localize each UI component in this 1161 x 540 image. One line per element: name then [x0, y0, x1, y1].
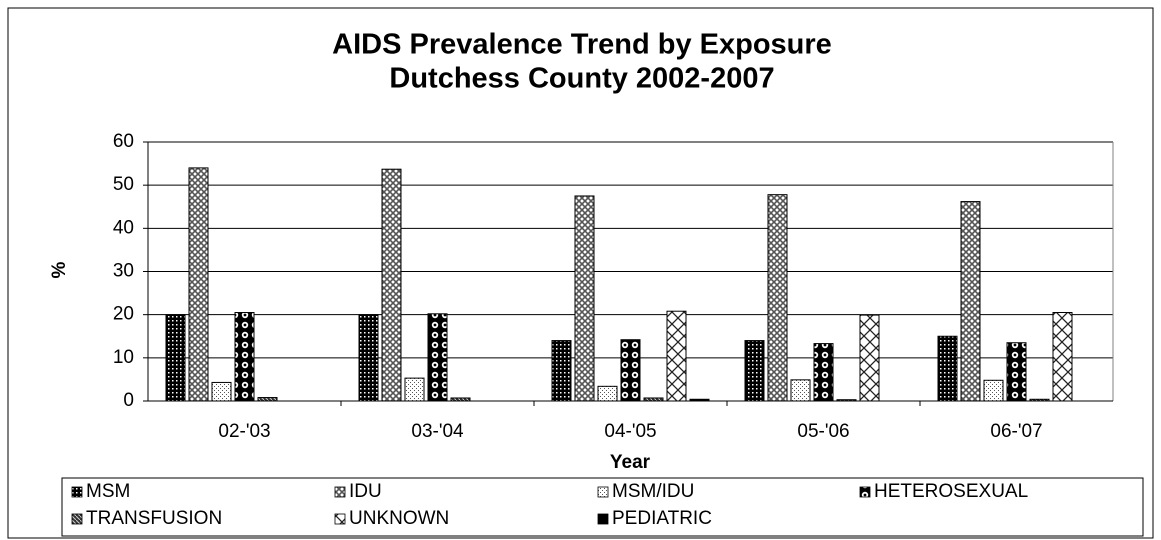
legend-label: HETEROSEXUAL: [874, 481, 1028, 502]
bar: [767, 194, 788, 402]
bar: [211, 381, 232, 402]
y-tick-label: 0: [123, 390, 134, 411]
legend-swatch: [71, 513, 83, 525]
legend-label: TRANSFUSION: [86, 508, 222, 529]
bar: [1052, 312, 1073, 402]
bar: [358, 314, 379, 402]
bar: [450, 397, 471, 402]
legend-label: MSM: [86, 481, 130, 502]
bar: [744, 340, 765, 402]
bar: [836, 399, 857, 402]
bar: [960, 201, 981, 402]
chart-subtitle: Dutchess County 2002-2007: [389, 63, 774, 95]
bar: [790, 379, 811, 402]
legend-swatch: [859, 486, 871, 498]
bar: [551, 340, 572, 402]
y-axis-title: %: [49, 261, 70, 278]
x-tick-label: 06-'07: [990, 421, 1042, 442]
y-tick-label: 10: [113, 347, 134, 368]
legend-swatch: [597, 486, 609, 498]
bar: [188, 167, 209, 402]
bar: [234, 312, 255, 402]
y-tick-label: 40: [113, 217, 134, 238]
bar: [404, 377, 425, 402]
y-tick-label: 50: [113, 174, 134, 195]
x-tick-label: 02-'03: [218, 421, 270, 442]
chart-border: [7, 7, 1154, 539]
legend-swatch: [334, 486, 346, 498]
bar: [813, 343, 834, 402]
y-tick-label: 30: [113, 261, 134, 282]
bar: [1029, 398, 1050, 402]
legend-swatch: [71, 486, 83, 498]
bar: [257, 397, 278, 402]
bar: [427, 313, 448, 402]
bar: [666, 310, 687, 402]
x-tick-label: 03-'04: [411, 421, 464, 442]
y-tick-label: 20: [113, 304, 134, 325]
x-tick-label: 04-'05: [604, 421, 656, 442]
bar: [165, 314, 186, 402]
legend-label: MSM/IDU: [612, 481, 694, 502]
bar: [1006, 342, 1027, 402]
x-tick-label: 05-'06: [797, 421, 849, 442]
bar: [597, 385, 618, 402]
bar: [859, 314, 880, 402]
legend-label: IDU: [349, 481, 382, 502]
legend-label: UNKNOWN: [349, 508, 449, 529]
bar: [643, 397, 664, 402]
bar: [937, 335, 958, 402]
legend-swatch: [597, 513, 609, 525]
legend-swatch: [334, 513, 346, 525]
legend-label: PEDIATRIC: [612, 508, 712, 529]
x-axis-title: Year: [610, 452, 651, 473]
bar: [983, 379, 1004, 402]
bar: [574, 195, 595, 402]
y-tick-label: 60: [113, 131, 134, 152]
bar: [689, 398, 710, 402]
bar: [620, 339, 641, 402]
chart-title: AIDS Prevalence Trend by Exposure: [332, 29, 832, 61]
bar: [381, 168, 402, 402]
